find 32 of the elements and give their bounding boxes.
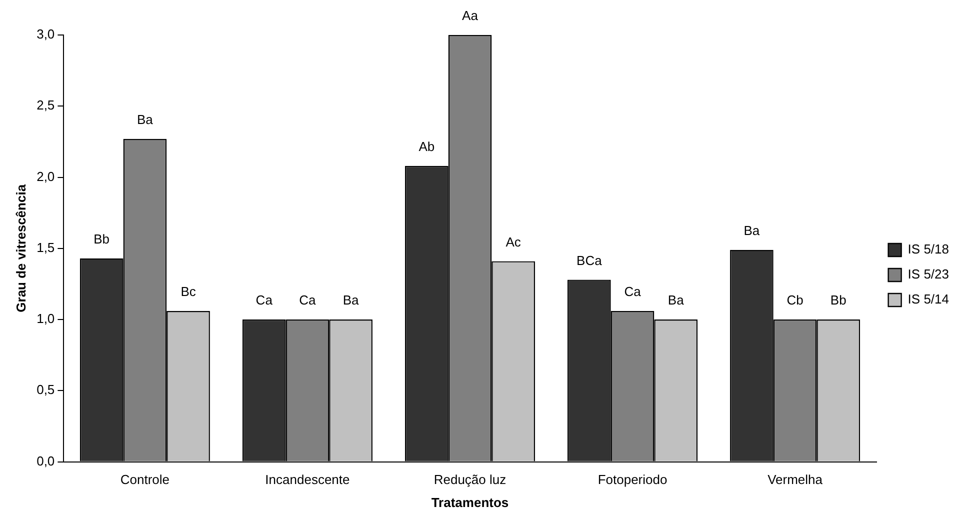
y-axis-title: Grau de vitrescência [13,184,28,312]
data-label: Ac [506,234,522,250]
data-label: Ba [342,292,360,308]
data-label: Ca [299,292,317,308]
y-tick-label: 1,0 [36,311,55,326]
data-label: Bb [94,231,110,246]
x-tick-label: Vermelha [768,472,824,488]
y-tick-label: 3,0 [36,26,55,42]
x-axis-title: Tratamentos [431,494,509,510]
legend-label: IS 5/14 [908,292,950,307]
data-label: Aa [462,8,479,24]
data-label: Ca [256,292,274,308]
data-label: Bc [180,284,196,300]
x-tick-label: Fotoperiodo [598,472,668,488]
x-tick-label: Redução luz [434,472,506,488]
legend-label: IS 5/18 [908,242,950,257]
data-label: Ba [668,292,685,308]
data-label: BCa [576,252,603,268]
x-tick-label: Incandescente [265,472,350,488]
data-label: Ca [624,284,642,300]
y-tick-label: 0,5 [36,382,55,398]
x-tick-label: Controle [120,472,170,488]
legend-label: IS 5/23 [908,266,950,282]
data-label: Bb [830,292,846,308]
y-tick-label: 2,0 [36,168,55,184]
data-label: Ba [744,222,760,238]
data-label: Cb [786,292,804,308]
data-label: Ab [418,138,435,154]
y-tick-label: 0,0 [36,453,55,468]
y-tick-label: 1,5 [36,240,55,255]
y-tick-label: 2,5 [36,98,55,113]
data-label: Ba [136,112,154,127]
